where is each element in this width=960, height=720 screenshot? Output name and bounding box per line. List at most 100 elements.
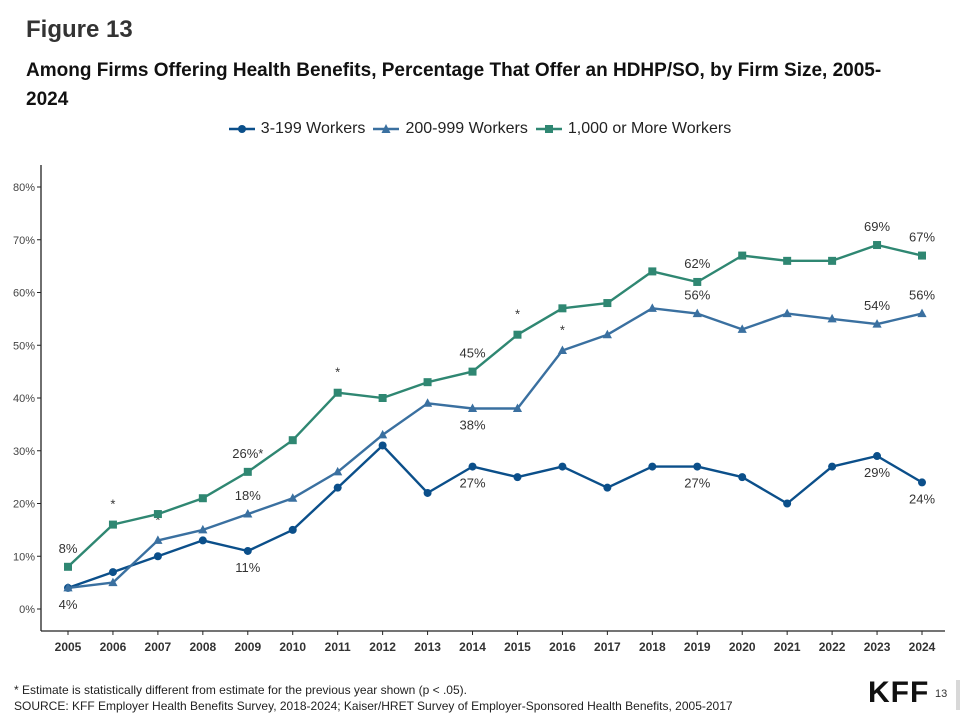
data-label: 38% xyxy=(460,418,486,433)
legend-marker-triangle xyxy=(373,124,400,133)
series-line-1 xyxy=(67,307,923,590)
data-point-circle xyxy=(108,568,117,577)
data-label: 11% xyxy=(235,560,260,575)
significance-star: * xyxy=(335,365,340,380)
data-point-triangle xyxy=(782,308,792,318)
data-point-square xyxy=(333,388,342,397)
data-point-circle xyxy=(198,536,207,545)
data-point-circle xyxy=(243,546,252,555)
data-point-square xyxy=(513,330,522,339)
y-tick-label: 70% xyxy=(13,235,35,247)
data-label: 69% xyxy=(864,219,890,234)
data-point-square xyxy=(378,394,387,402)
data-point-triangle xyxy=(737,324,747,333)
legend-item-1000-or-more-workers: 1,000 or More Workers xyxy=(535,120,732,138)
data-point-square xyxy=(558,304,567,313)
data-label: 54% xyxy=(864,298,890,313)
data-label: 56% xyxy=(909,288,935,303)
data-point-square xyxy=(783,256,792,265)
legend-item-3-199-workers: 3-199 Workers xyxy=(228,120,365,138)
x-tick-label: 2014 xyxy=(459,640,486,654)
chart-legend: 3-199 Workers 200-999 Workers 1,000 or M… xyxy=(0,120,960,138)
y-tick-label: 20% xyxy=(13,499,35,511)
data-point-circle xyxy=(603,483,612,492)
data-point-circle xyxy=(513,473,522,482)
data-label: 62% xyxy=(684,256,710,271)
x-tick-label: 2023 xyxy=(864,640,891,654)
data-point-square xyxy=(198,494,207,503)
x-tick-label: 2015 xyxy=(504,640,531,654)
y-tick-label: 50% xyxy=(13,340,35,352)
data-point-triangle xyxy=(243,509,253,518)
data-point-square xyxy=(918,251,926,260)
data-point-triangle xyxy=(422,398,433,407)
data-point-triangle xyxy=(467,403,478,413)
data-point-circle xyxy=(873,452,882,461)
data-label: 26%* xyxy=(232,446,263,461)
data-label: 67% xyxy=(909,230,935,245)
data-point-square xyxy=(603,299,612,308)
x-tick-label: 2021 xyxy=(774,640,801,654)
x-tick-label: 2016 xyxy=(549,640,576,654)
x-tick-label: 2017 xyxy=(594,640,621,654)
data-label: 4% xyxy=(59,597,78,612)
data-point-square xyxy=(64,562,72,571)
x-tick-label: 2022 xyxy=(819,640,846,654)
legend-marker-square xyxy=(535,125,562,133)
x-tick-label: 2013 xyxy=(414,640,441,654)
data-point-triangle xyxy=(827,313,837,323)
data-point-triangle xyxy=(917,308,927,318)
data-point-circle xyxy=(693,462,702,471)
significance-star: * xyxy=(155,512,160,527)
data-point-triangle xyxy=(153,535,163,544)
x-tick-label: 2018 xyxy=(639,640,666,654)
data-point-circle xyxy=(648,462,657,471)
data-point-triangle xyxy=(288,493,298,502)
data-point-circle xyxy=(918,478,926,487)
y-tick-label: 80% xyxy=(13,182,35,194)
data-point-square xyxy=(873,241,882,250)
data-label: 45% xyxy=(460,346,486,361)
data-point-triangle xyxy=(512,403,523,413)
y-tick-label: 10% xyxy=(13,551,35,563)
x-tick-label: 2020 xyxy=(729,640,756,654)
significance-star: * xyxy=(560,323,565,338)
line-chart: 0% 10% 20% 30% 40% 50% 60% 70% 80% 2005 2006 2007 20… xyxy=(13,165,945,654)
data-point-circle xyxy=(153,552,162,561)
data-point-triangle xyxy=(378,429,388,439)
data-label: 24% xyxy=(909,491,935,506)
data-point-circle xyxy=(423,488,432,497)
data-label: 29% xyxy=(864,465,890,480)
x-tick-label: 2012 xyxy=(369,640,396,654)
data-point-circle xyxy=(738,473,747,482)
x-tick-label: 2011 xyxy=(325,640,351,654)
significance-star: * xyxy=(515,307,520,322)
data-point-circle xyxy=(333,483,342,492)
legend-label: 200-999 Workers xyxy=(405,120,528,137)
x-tick-label: 2024 xyxy=(909,640,936,654)
data-label: 8% xyxy=(59,541,78,556)
y-tick-label: 30% xyxy=(13,446,35,458)
legend-marker-circle xyxy=(228,125,255,133)
data-point-triangle xyxy=(692,308,702,318)
chart-footnotes: * Estimate is statistically different fr… xyxy=(14,682,733,714)
data-point-square xyxy=(243,467,252,476)
significance-star: * xyxy=(110,497,115,512)
data-point-triangle xyxy=(557,345,568,355)
data-point-triangle xyxy=(63,582,73,592)
series-line-0 xyxy=(67,444,923,590)
data-point-square xyxy=(153,510,162,519)
x-tick-label: 2005 xyxy=(55,640,82,654)
x-tick-label: 2010 xyxy=(279,640,306,654)
data-label: 27% xyxy=(460,476,486,491)
data-point-circle xyxy=(558,462,567,471)
y-tick-label: 40% xyxy=(13,393,35,405)
data-point-square xyxy=(288,436,297,445)
legend-item-200-999-workers: 200-999 Workers xyxy=(373,120,528,138)
data-point-square xyxy=(648,267,657,276)
x-tick-label: 2006 xyxy=(100,640,127,654)
data-point-square xyxy=(468,367,477,376)
legend-label: 1,000 or More Workers xyxy=(567,120,732,137)
data-point-triangle xyxy=(108,577,118,587)
x-tick-label: 2007 xyxy=(145,640,172,654)
